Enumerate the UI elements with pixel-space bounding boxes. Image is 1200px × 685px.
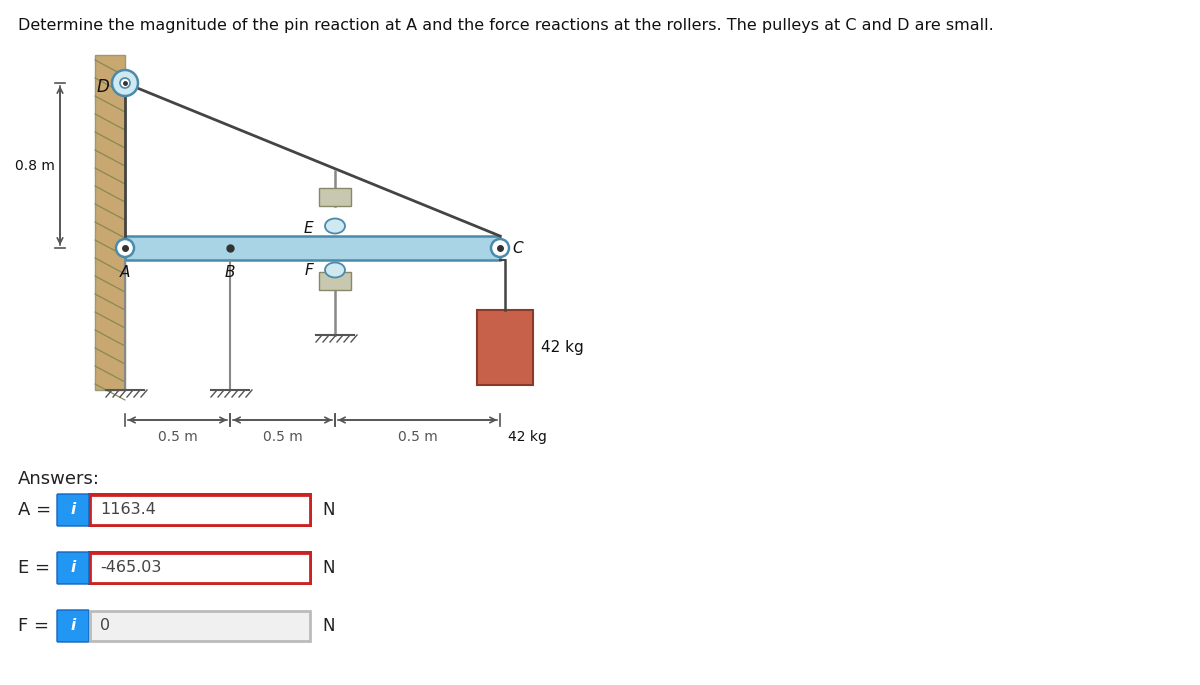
- Text: E =: E =: [18, 559, 50, 577]
- Text: i: i: [71, 560, 76, 575]
- Circle shape: [112, 70, 138, 96]
- Bar: [95, 55, 125, 390]
- Text: B: B: [224, 265, 235, 280]
- Bar: [90, 611, 310, 641]
- Text: 0: 0: [100, 619, 110, 634]
- Bar: [90, 495, 310, 525]
- Text: 0.5 m: 0.5 m: [157, 430, 197, 444]
- Bar: [88, 493, 312, 527]
- Text: C: C: [512, 240, 523, 256]
- Bar: [319, 272, 352, 290]
- Bar: [90, 553, 310, 583]
- Circle shape: [116, 239, 134, 257]
- Bar: [88, 551, 312, 585]
- Text: F =: F =: [18, 617, 49, 635]
- Bar: [319, 188, 352, 206]
- FancyBboxPatch shape: [58, 494, 89, 526]
- Text: F: F: [305, 262, 313, 277]
- Ellipse shape: [325, 262, 346, 277]
- Text: D: D: [96, 78, 109, 96]
- Text: 0.8 m: 0.8 m: [16, 158, 55, 173]
- Circle shape: [120, 78, 130, 88]
- Circle shape: [491, 239, 509, 257]
- Text: N: N: [322, 617, 335, 635]
- FancyBboxPatch shape: [58, 610, 89, 642]
- Text: A: A: [120, 265, 130, 280]
- Text: i: i: [71, 619, 76, 634]
- Text: 42 kg: 42 kg: [541, 340, 583, 355]
- Bar: [125, 236, 500, 260]
- Text: i: i: [71, 503, 76, 517]
- Text: A =: A =: [18, 501, 52, 519]
- Text: 0.5 m: 0.5 m: [397, 430, 437, 444]
- FancyBboxPatch shape: [58, 552, 89, 584]
- Text: 42 kg: 42 kg: [508, 430, 547, 444]
- Bar: [478, 310, 533, 385]
- Text: 0.5 m: 0.5 m: [263, 430, 302, 444]
- Text: -465.03: -465.03: [100, 560, 161, 575]
- Text: N: N: [322, 501, 335, 519]
- Text: E: E: [304, 221, 313, 236]
- Ellipse shape: [325, 219, 346, 234]
- Text: 1163.4: 1163.4: [100, 503, 156, 517]
- Text: Answers:: Answers:: [18, 470, 100, 488]
- Text: Determine the magnitude of the pin reaction at A and the force reactions at the : Determine the magnitude of the pin react…: [18, 18, 994, 33]
- Text: N: N: [322, 559, 335, 577]
